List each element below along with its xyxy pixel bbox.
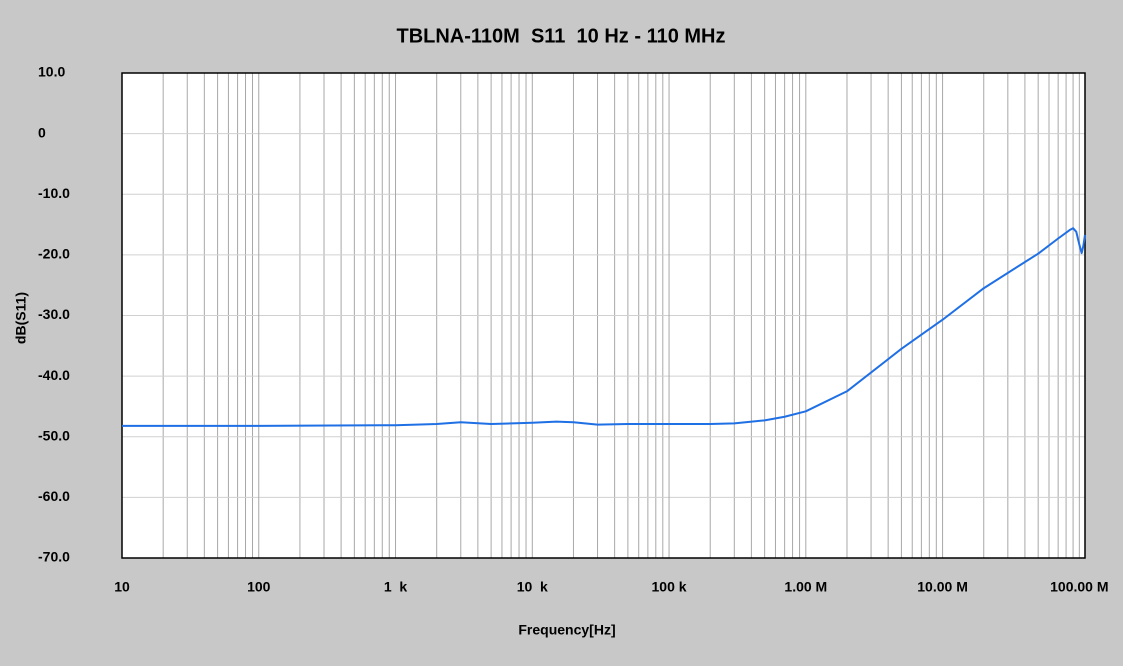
chart-title: TBLNA-110M S11 10 Hz - 110 MHz [396, 25, 725, 47]
y-tick-label: -10.0 [38, 185, 70, 201]
y-tick-label: -50.0 [38, 427, 70, 443]
x-tick-label: 1 k [384, 579, 408, 595]
y-tick-label: 0 [38, 124, 46, 140]
y-tick-label: -30.0 [38, 306, 70, 322]
x-axis-label: Frequency[Hz] [518, 622, 615, 638]
x-tick-label: 10 k [517, 579, 548, 595]
x-tick-label: 100 k [652, 579, 687, 595]
y-tick-label: 10.0 [38, 64, 65, 80]
x-tick-label: 100.00 M [1050, 579, 1108, 595]
plot-border [121, 72, 1086, 559]
x-tick-label: 100 [247, 579, 271, 595]
y-tick-label: -70.0 [38, 549, 70, 565]
y-tick-label: -40.0 [38, 367, 70, 383]
y-axis-label: dB(S11) [13, 292, 29, 344]
x-tick-label: 10.00 M [917, 579, 968, 595]
data-line [122, 227, 1086, 427]
x-tick-label: 1.00 M [784, 579, 827, 595]
y-tick-label: -20.0 [38, 246, 70, 262]
y-tick-label: -60.0 [38, 488, 70, 504]
x-tick-label: 10 [114, 579, 130, 595]
